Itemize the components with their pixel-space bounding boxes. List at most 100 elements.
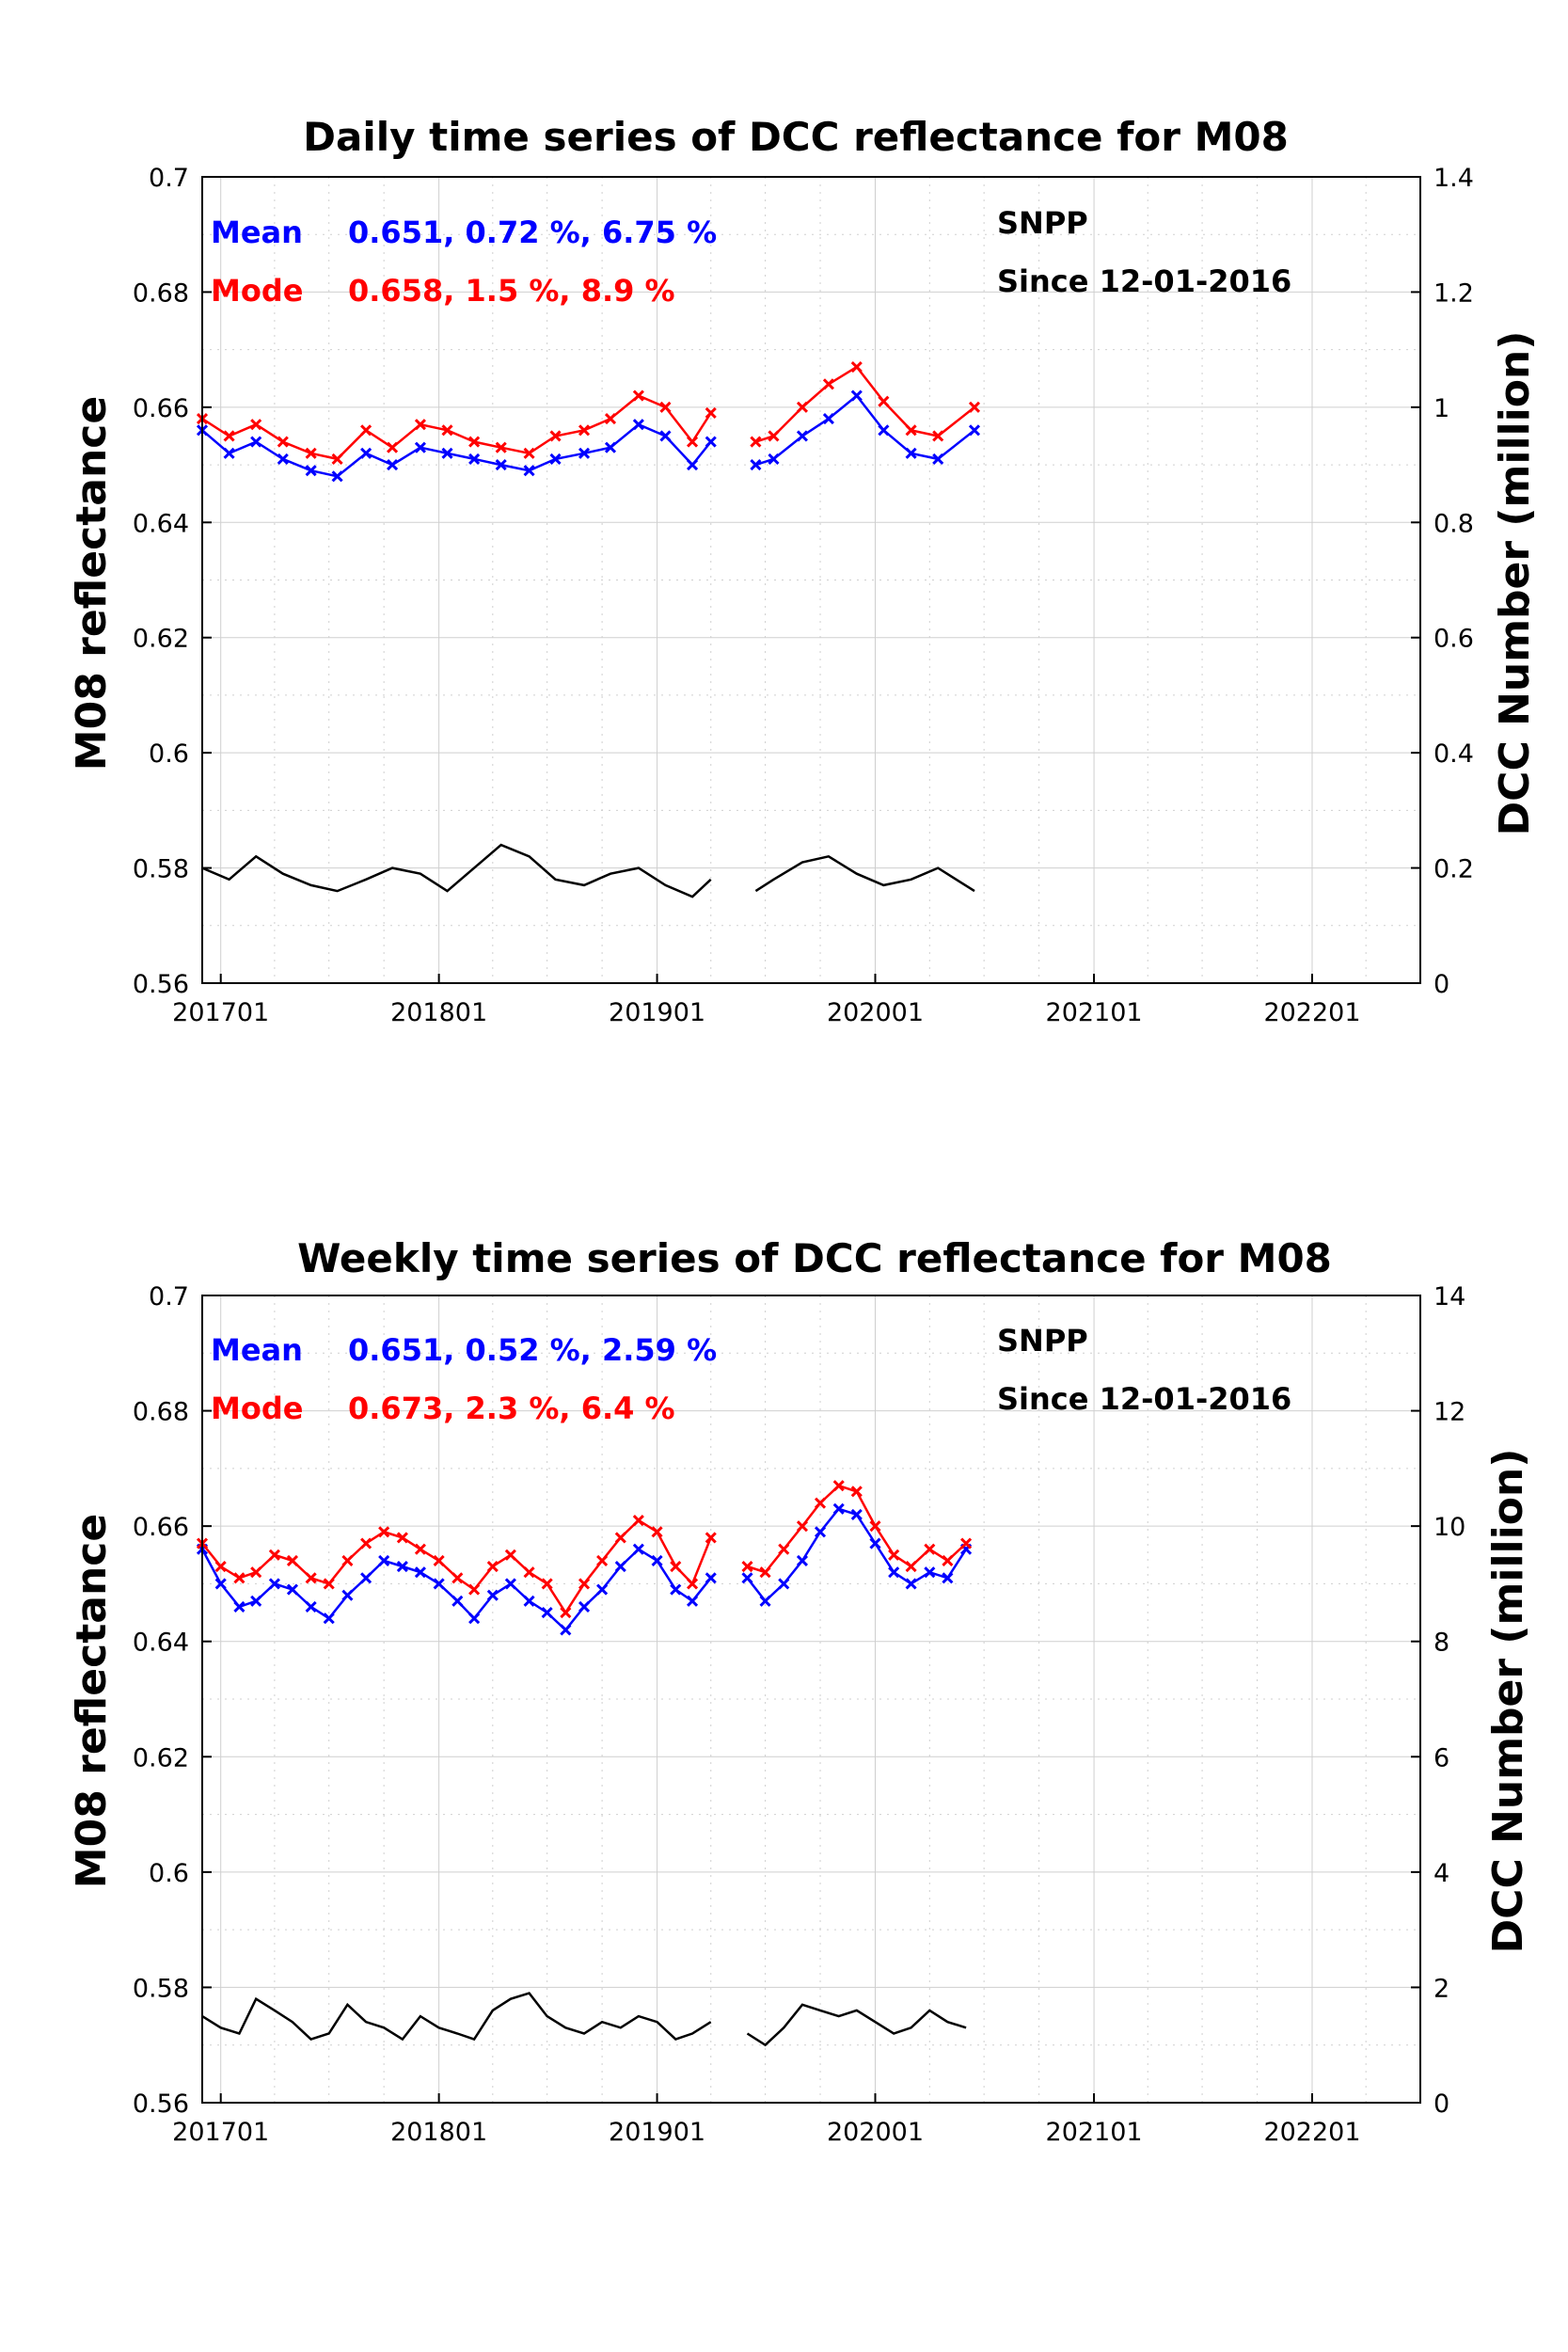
mean-stats: 0.651, 0.72 %, 6.75 % — [348, 215, 717, 250]
sensor-label: SNPP — [997, 1323, 1088, 1359]
data-point — [523, 447, 535, 459]
data-point — [305, 447, 317, 459]
data-point — [578, 1578, 591, 1590]
data-point — [214, 1560, 227, 1573]
data-point — [632, 389, 644, 402]
data-point — [414, 419, 426, 431]
data-point — [451, 1572, 464, 1584]
data-point — [433, 1554, 445, 1566]
data-point — [796, 1554, 809, 1566]
data-point — [223, 447, 235, 459]
data-point — [486, 1589, 499, 1601]
y2-tick-label: 14 — [1433, 1282, 1465, 1311]
data-point — [331, 470, 343, 483]
y2-tick-label: 0.6 — [1433, 625, 1474, 654]
data-point — [414, 441, 426, 453]
data-point — [905, 1578, 917, 1590]
data-point — [778, 1543, 790, 1555]
data-point — [214, 1578, 227, 1590]
data-point — [741, 1560, 753, 1573]
y2-tick-label: 1.4 — [1433, 164, 1474, 193]
data-point — [850, 389, 863, 402]
x-tick-label: 201801 — [390, 2118, 487, 2147]
data-point — [604, 441, 617, 453]
data-point — [523, 1595, 535, 1607]
y2-tick-label: 2 — [1433, 1974, 1449, 2003]
data-point — [578, 1600, 591, 1613]
y2-tick-label: 0 — [1433, 970, 1449, 999]
data-point — [305, 465, 317, 477]
y-axis-label: M08 reflectance — [68, 396, 116, 771]
data-point — [850, 1508, 863, 1520]
data-point — [378, 1554, 390, 1566]
data-point — [822, 413, 834, 425]
data-point — [750, 459, 762, 471]
x-tick-label: 201801 — [390, 998, 487, 1027]
data-point — [360, 1572, 372, 1584]
data-point — [850, 360, 863, 373]
data-point — [360, 1537, 372, 1549]
data-point — [814, 1497, 827, 1509]
data-point — [942, 1572, 954, 1584]
y2-tick-label: 0.2 — [1433, 855, 1474, 884]
data-point — [705, 406, 717, 420]
data-point — [233, 1600, 245, 1613]
data-point — [932, 453, 944, 466]
data-point — [878, 395, 890, 407]
data-point — [651, 1526, 663, 1538]
data-point — [468, 453, 481, 466]
series-line-dcc-number — [201, 843, 975, 898]
data-point — [414, 1566, 426, 1579]
data-point — [869, 1537, 881, 1549]
data-point — [323, 1578, 335, 1590]
x-axis-ticks: 201701 201801 201901 202001 202101 202201 — [172, 2093, 1361, 2147]
x-tick-label: 202201 — [1263, 2118, 1360, 2147]
data-point — [250, 1566, 262, 1579]
x-tick-label: 202001 — [827, 2118, 924, 2147]
data-point — [705, 1572, 717, 1584]
data-point — [468, 436, 481, 448]
y2-tick-label: 4 — [1433, 1859, 1449, 1888]
data-point — [888, 1566, 900, 1579]
y2-tick-label: 0 — [1433, 2090, 1449, 2119]
data-point — [796, 401, 809, 413]
data-point — [341, 1589, 354, 1601]
data-point — [596, 1554, 609, 1566]
data-point — [968, 401, 981, 413]
data-point — [504, 1578, 516, 1590]
data-point — [360, 424, 372, 437]
x-axis-ticks: 201701 201801 201901 202001 202101 202201 — [172, 974, 1361, 1027]
y2-tick-label: 8 — [1433, 1629, 1449, 1658]
data-point — [268, 1549, 280, 1561]
data-point — [286, 1554, 299, 1566]
right-axis-ticks: 0 0.2 0.4 0.6 0.8 1 1.2 1.4 — [1411, 164, 1474, 999]
y2-axis-label: DCC Number (million) — [1491, 331, 1539, 836]
data-point — [651, 1554, 663, 1566]
data-point — [360, 447, 372, 459]
y-tick-label: 0.66 — [133, 1513, 189, 1542]
data-point — [541, 1578, 553, 1590]
series-line-dcc-number — [201, 1992, 967, 2047]
data-point — [268, 1578, 280, 1590]
data-point — [323, 1613, 335, 1625]
data-point — [549, 430, 562, 442]
data-point — [250, 419, 262, 431]
data-point — [578, 447, 591, 459]
daily-chart: Daily time series of DCC reflectance for… — [68, 114, 1539, 1027]
mean-label: Mean — [211, 1332, 303, 1368]
data-point — [396, 1560, 408, 1573]
data-point — [632, 419, 644, 431]
data-point — [832, 1480, 845, 1492]
data-point — [796, 430, 809, 442]
y2-tick-label: 1.2 — [1433, 278, 1474, 308]
left-axis-ticks: 0.56 0.58 0.6 0.62 0.64 0.66 0.68 0.7 — [133, 164, 212, 999]
x-tick-label: 202001 — [827, 998, 924, 1027]
data-point — [433, 1578, 445, 1590]
data-point — [614, 1560, 626, 1573]
x-tick-label: 201701 — [172, 2118, 269, 2147]
data-point — [759, 1595, 771, 1607]
data-point — [441, 424, 453, 437]
data-point — [604, 413, 617, 425]
plot-frame — [201, 1295, 1421, 2104]
data-point — [451, 1595, 464, 1607]
